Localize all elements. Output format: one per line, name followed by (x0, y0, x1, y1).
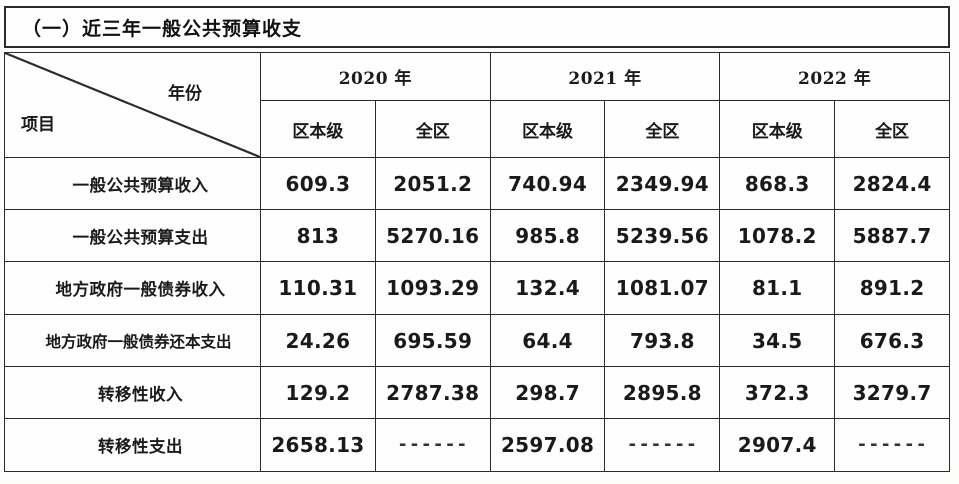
row-label: 一般公共预算收入 (4, 157, 261, 210)
cell-value: 34.5 (719, 314, 836, 367)
cell-value: 868.3 (719, 157, 836, 210)
cell-value: 110.31 (260, 261, 376, 315)
cell-value: 2658.13 (260, 418, 376, 472)
cell-value: 3279.7 (834, 366, 950, 419)
cell-value: 740.94 (489, 157, 606, 210)
cell-value: 372.3 (719, 366, 836, 419)
row-label: 转移性收入 (4, 366, 261, 419)
table-row: 地方政府一般债券收入 110.31 1093.29 132.4 1081.07 … (4, 261, 950, 315)
cell-value: 2824.4 (834, 157, 950, 210)
cell-value-empty: ------ (374, 418, 491, 472)
row-label: 地方政府一般债券还本支出 (4, 314, 261, 367)
cell-value-empty: ------ (604, 418, 721, 472)
subcolumn-2021-district-level: 区本级 (489, 100, 606, 158)
header-row-subcolumns: 区本级 全区 区本级 全区 区本级 全区 (5, 100, 950, 158)
cell-value: 676.3 (834, 314, 950, 367)
cell-value: 2907.4 (719, 418, 836, 472)
cell-value: 24.26 (260, 314, 376, 367)
section-title-bar: （一）近三年一般公共预算收支 (4, 6, 950, 48)
cell-value: 298.7 (489, 366, 606, 419)
subcolumn-2022-district-level: 区本级 (719, 100, 836, 158)
table-header: 年份 项目 2020 年 2021 年 2022 年 区本级 全区 区本级 全区… (4, 52, 950, 158)
cell-value: 132.4 (489, 261, 606, 315)
diagonal-divider-icon (5, 53, 260, 157)
year-group-2021: 2021 年 (489, 52, 721, 101)
cell-value: 2349.94 (604, 157, 721, 210)
table-row: 转移性支出 2658.13 ------ 2597.08 ------ 2907… (4, 418, 950, 472)
subcolumn-2022-whole-district: 全区 (834, 100, 950, 158)
cell-value: 5239.56 (604, 209, 721, 262)
empty-dash: ------ (626, 434, 698, 455)
cell-value: 2597.08 (489, 418, 606, 472)
cell-value: 793.8 (604, 314, 721, 367)
table-row: 地方政府一般债券还本支出 24.26 695.59 64.4 793.8 34.… (4, 314, 950, 367)
subcolumn-2020-district-level: 区本级 (260, 100, 376, 158)
table-body: 一般公共预算收入 609.3 2051.2 740.94 2349.94 868… (4, 157, 950, 472)
row-label: 地方政府一般债券收入 (4, 261, 261, 315)
row-label: 转移性支出 (4, 418, 261, 472)
cell-value: 609.3 (260, 157, 376, 210)
cell-value: 985.8 (489, 209, 606, 262)
corner-year-label: 年份 (168, 84, 202, 104)
cell-value: 2895.8 (604, 366, 721, 419)
cell-value: 64.4 (489, 314, 606, 367)
header-row-years: 年份 项目 2020 年 2021 年 2022 年 (4, 52, 950, 158)
cell-value: 1093.29 (374, 261, 491, 315)
cell-value: 813 (260, 209, 376, 262)
budget-table: 年份 项目 2020 年 2021 年 2022 年 区本级 全区 区本级 全区… (4, 52, 950, 472)
cell-value: 695.59 (374, 314, 491, 367)
cell-value: 1081.07 (604, 261, 721, 315)
cell-value: 5270.16 (374, 209, 491, 262)
row-label: 一般公共预算支出 (4, 209, 261, 262)
cell-value: 1078.2 (719, 209, 836, 262)
cell-value: 5887.7 (834, 209, 950, 262)
corner-diagonal-cell: 年份 项目 (4, 52, 261, 158)
section-title: （一）近三年一般公共预算收支 (22, 17, 303, 40)
table-row: 一般公共预算支出 813 5270.16 985.8 5239.56 1078.… (4, 209, 950, 262)
cell-value: 891.2 (834, 261, 950, 315)
year-group-2020: 2020 年 (260, 52, 491, 101)
cell-value-empty: ------ (834, 418, 950, 472)
table-row: 一般公共预算收入 609.3 2051.2 740.94 2349.94 868… (4, 157, 950, 210)
cell-value: 81.1 (719, 261, 836, 315)
empty-dash: ------ (397, 434, 469, 455)
subcolumn-2021-whole-district: 全区 (604, 100, 721, 158)
empty-dash: ------ (856, 434, 928, 455)
cell-value: 2051.2 (374, 157, 491, 210)
table-row: 转移性收入 129.2 2787.38 298.7 2895.8 372.3 3… (4, 366, 950, 419)
cell-value: 129.2 (260, 366, 376, 419)
subcolumn-2020-whole-district: 全区 (374, 100, 491, 158)
corner-item-label: 项目 (21, 115, 55, 135)
cell-value: 2787.38 (374, 366, 491, 419)
year-group-2022: 2022 年 (719, 52, 950, 101)
